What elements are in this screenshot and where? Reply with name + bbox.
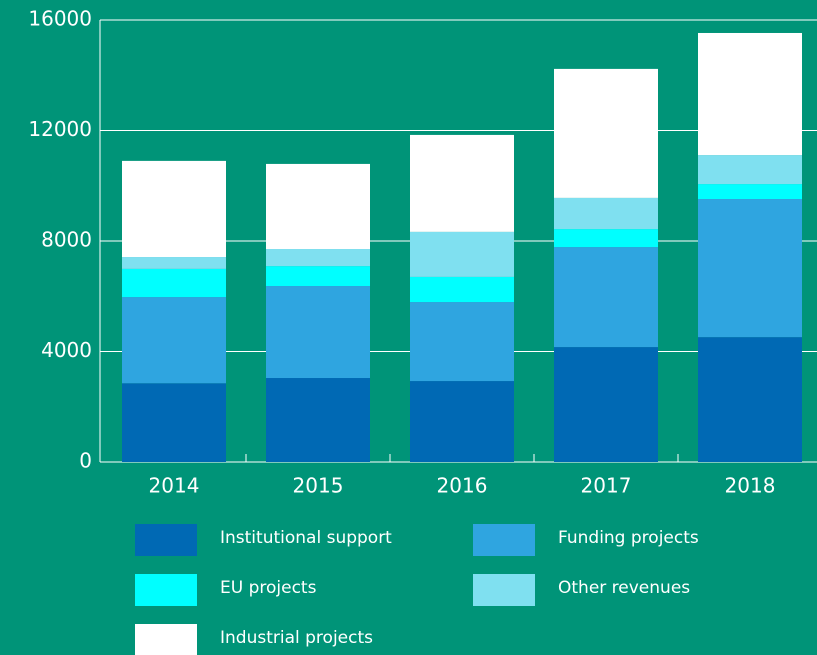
y-tick-label: 8000 (41, 228, 92, 252)
bar-segment (410, 381, 514, 462)
legend-swatch (135, 624, 197, 655)
legend-label: EU projects (220, 578, 317, 598)
bar-segment (266, 163, 370, 250)
bar-segment (122, 383, 226, 462)
y-tick-label: 0 (79, 449, 92, 473)
bar-segment (698, 32, 802, 156)
bar-segment (410, 276, 514, 303)
legend-label: Funding projects (558, 528, 699, 548)
bar-segment (554, 68, 658, 198)
legend-swatch (135, 574, 197, 606)
bar-segment (410, 302, 514, 382)
bar-segment (698, 199, 802, 338)
x-tick-label: 2015 (293, 474, 344, 498)
bar-segment (554, 229, 658, 248)
bar-segment (266, 266, 370, 287)
bar-segment (122, 160, 226, 258)
bar-segment (554, 347, 658, 462)
legend-label: Institutional support (220, 528, 392, 548)
bar-segment (554, 197, 658, 230)
legend-label: Industrial projects (220, 628, 373, 648)
legend-swatch (135, 524, 197, 556)
x-tick-label: 2016 (437, 474, 488, 498)
bar-segment (122, 297, 226, 384)
bar-segment (266, 378, 370, 462)
legend-swatch (473, 574, 535, 606)
bar-segment (410, 134, 514, 232)
y-tick-label: 4000 (41, 338, 92, 362)
y-tick-label: 16000 (28, 7, 92, 31)
bar-segment (122, 268, 226, 298)
bar-segment (698, 184, 802, 200)
bar-segment (698, 155, 802, 185)
x-tick-label: 2018 (725, 474, 776, 498)
bar-segment (122, 257, 226, 269)
bar-segment (266, 286, 370, 379)
bar-segment (266, 249, 370, 267)
legend-swatch (473, 524, 535, 556)
x-tick-label: 2017 (581, 474, 632, 498)
y-tick-label: 12000 (28, 117, 92, 141)
bar-segment (698, 337, 802, 462)
bar-segment (554, 247, 658, 348)
legend-label: Other revenues (558, 578, 690, 598)
x-tick-label: 2014 (149, 474, 200, 498)
bar-segment (410, 231, 514, 277)
